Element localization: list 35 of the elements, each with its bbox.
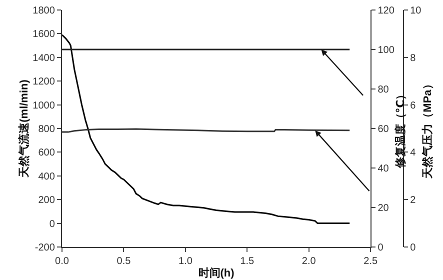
y2-tick-label: 120 bbox=[378, 6, 395, 16]
y-tick-label: 1800 bbox=[32, 6, 56, 16]
x-tick-label: 2.5 bbox=[364, 256, 378, 268]
line-series bbox=[62, 34, 350, 224]
y2-tick-label: 40 bbox=[378, 164, 390, 174]
x-tick-label: 2.0 bbox=[302, 256, 316, 268]
y3-tick-label: 6 bbox=[410, 100, 416, 112]
y2-axis-title: 修复温度（℃） bbox=[394, 88, 408, 170]
y-tick-label: 1600 bbox=[32, 29, 56, 40]
y2-tick-label: 0 bbox=[378, 242, 384, 254]
x-tick-label: 1.0 bbox=[178, 256, 193, 268]
y-tick-label: 0 bbox=[49, 218, 56, 230]
y-tick-label: -200 bbox=[34, 242, 56, 254]
y3-tick-label: 10 bbox=[410, 6, 422, 16]
y3-tick-label: 4 bbox=[410, 148, 416, 159]
y-tick-label: 400 bbox=[38, 171, 56, 182]
x-tick-label: 1.5 bbox=[240, 256, 255, 268]
y2-tick-label: 80 bbox=[378, 84, 390, 96]
y3-tick-label: 2 bbox=[410, 195, 416, 206]
y-tick-label: 1200 bbox=[32, 76, 56, 88]
y-tick-label: 1000 bbox=[32, 100, 56, 112]
y2-tick-label: 20 bbox=[378, 203, 390, 214]
y3-tick-label: 8 bbox=[410, 52, 416, 64]
y-tick-label: 800 bbox=[38, 124, 56, 135]
x-axis-title: 时间(h) bbox=[198, 266, 235, 280]
y2-tick-label: 100 bbox=[378, 45, 395, 56]
y-tick-label: 600 bbox=[38, 148, 56, 159]
y-axis-title: 天然气流速(ml/min) bbox=[17, 79, 30, 178]
y2-tick-label: 60 bbox=[378, 124, 390, 135]
x-tick-label: 0.0 bbox=[55, 256, 70, 268]
y3-tick-label: 0 bbox=[410, 242, 416, 254]
x-tick-label: 0.5 bbox=[116, 256, 132, 268]
y-tick-label: 200 bbox=[38, 195, 56, 206]
y3-axis-title: 天然气压力（MPa） bbox=[420, 78, 434, 180]
y-tick-label: 1400 bbox=[32, 52, 56, 64]
